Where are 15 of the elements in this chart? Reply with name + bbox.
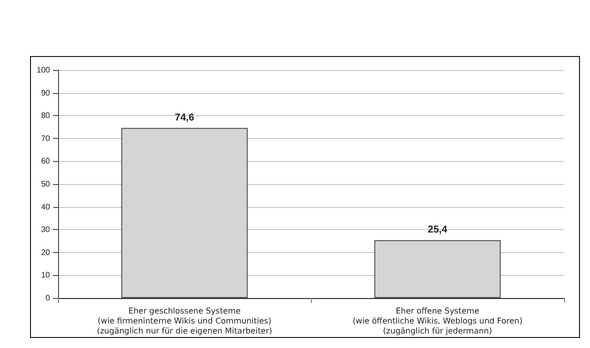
- y-tick-label: 0: [46, 294, 51, 302]
- y-tick-label: 10: [41, 270, 51, 280]
- y-tick-label: 70: [41, 134, 51, 143]
- y-tick-label: 90: [41, 88, 51, 98]
- y-tick-label: 20: [41, 248, 51, 257]
- x-tick-label: Eher geschlossene Systeme (wie firmeninterne Wikis und Communities) (zugänglich nur für die eigenen Mitarbeiter): [96, 306, 272, 336]
- y-tick-label: 80: [41, 111, 51, 120]
- y-tick-label: 30: [41, 225, 51, 234]
- y-tick-label: 60: [41, 156, 51, 166]
- y-tick-label: 100: [36, 66, 51, 74]
- y-tick-label: 50: [41, 180, 51, 188]
- data-label: 74,6: [174, 112, 195, 124]
- y-tick-label: 40: [41, 202, 51, 212]
- x-tick-label: Eher offene Systeme (wie öffentliche Wikis, Weblogs und Foren) (zugänglich für jedermann): [352, 306, 522, 336]
- data-label: 25,4: [428, 224, 448, 236]
